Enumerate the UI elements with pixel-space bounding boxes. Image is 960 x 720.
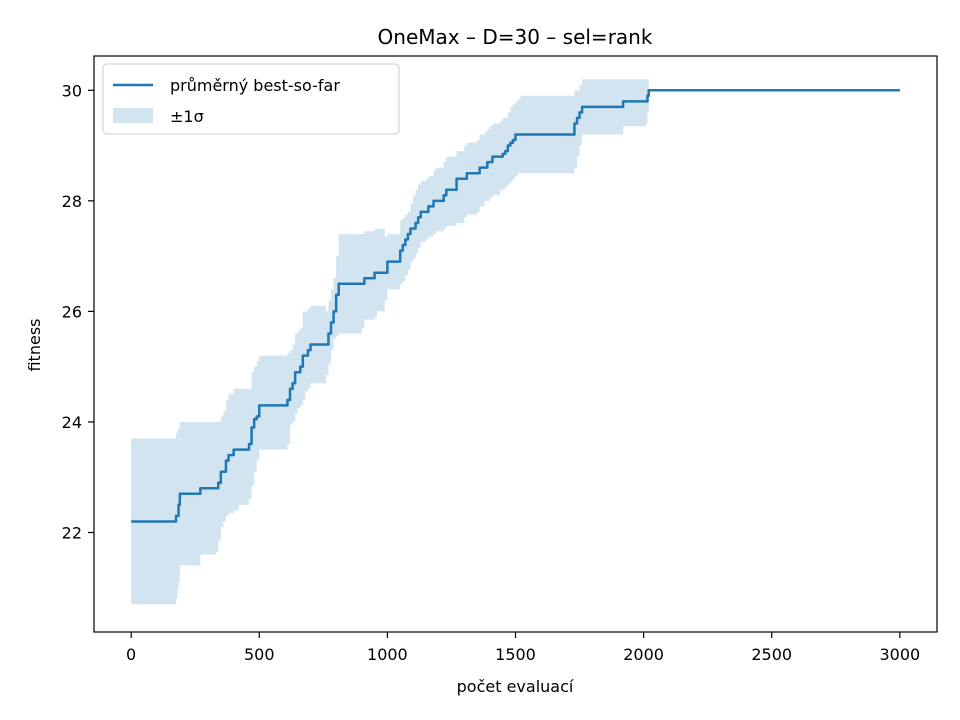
axes: 0 500 1000 1500 2000 2500 3000 22 24 26 28 30 xyxy=(62,55,938,664)
plot-area xyxy=(131,79,900,605)
chart-title: OneMax – D=30 – sel=rank xyxy=(378,25,653,49)
y-tick-label: 24 xyxy=(62,413,82,432)
legend-label-band: ±1σ xyxy=(170,107,204,126)
y-tick-label: 28 xyxy=(62,192,82,211)
y-tick-label: 26 xyxy=(62,302,82,321)
x-tick-label: 2000 xyxy=(623,645,664,664)
x-tick-label: 1000 xyxy=(367,645,408,664)
x-tick-label: 0 xyxy=(126,645,136,664)
y-tick-label: 30 xyxy=(62,81,82,100)
x-tick-label: 3000 xyxy=(879,645,920,664)
x-tick-label: 1500 xyxy=(495,645,536,664)
x-axis-label: počet evaluací xyxy=(457,677,574,696)
x-tick-label: 500 xyxy=(244,645,275,664)
y-tick-label: 22 xyxy=(62,523,82,542)
mean-best-so-far-line xyxy=(131,89,900,523)
legend-band-swatch xyxy=(113,108,153,123)
std-band xyxy=(131,79,900,605)
x-tick-label: 2500 xyxy=(751,645,792,664)
legend-label-mean: průměrný best-so-far xyxy=(170,76,340,95)
legend: průměrný best-so-far ±1σ xyxy=(102,63,400,135)
y-axis-label: fitness xyxy=(25,318,44,371)
legend-frame xyxy=(102,63,400,135)
